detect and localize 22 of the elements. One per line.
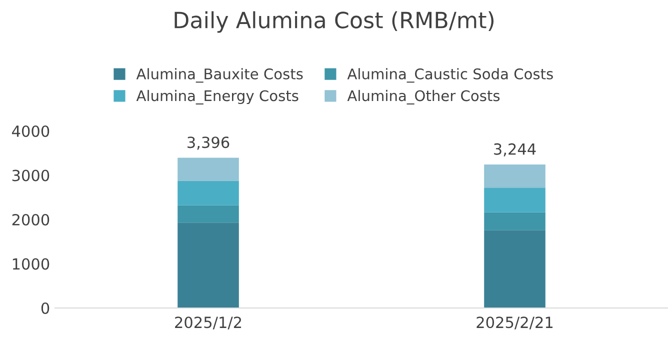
legend-label: Alumina_Caustic Soda Costs [347, 68, 553, 83]
y-tick-label: 1000 [12, 258, 50, 270]
y-tick-label: 4000 [12, 125, 50, 138]
legend-label: Alumina_Bauxite Costs [136, 68, 303, 83]
bar [484, 164, 546, 188]
bar [484, 188, 546, 212]
total-label: 3,396 [188, 136, 230, 150]
x-tick-label: 2025/1/2 [175, 316, 242, 330]
legend-label: Alumina_Other Costs [347, 90, 500, 104]
y-tick-label: 2000 [12, 214, 50, 226]
x-tick-label: 2025/2/21 [476, 316, 553, 330]
bar [178, 158, 239, 181]
bar [178, 205, 239, 223]
y-tick-label: 0 [41, 302, 50, 314]
bar [484, 212, 546, 230]
legend-label: Alumina_Energy Costs [136, 90, 298, 104]
chart-title: Daily Alumina Cost (RMB/mt) [174, 11, 494, 33]
y-tick-label: 3000 [12, 170, 50, 182]
bar [178, 180, 239, 206]
bar [178, 222, 239, 308]
bar [484, 230, 546, 308]
total-label: 3,244 [494, 143, 536, 156]
